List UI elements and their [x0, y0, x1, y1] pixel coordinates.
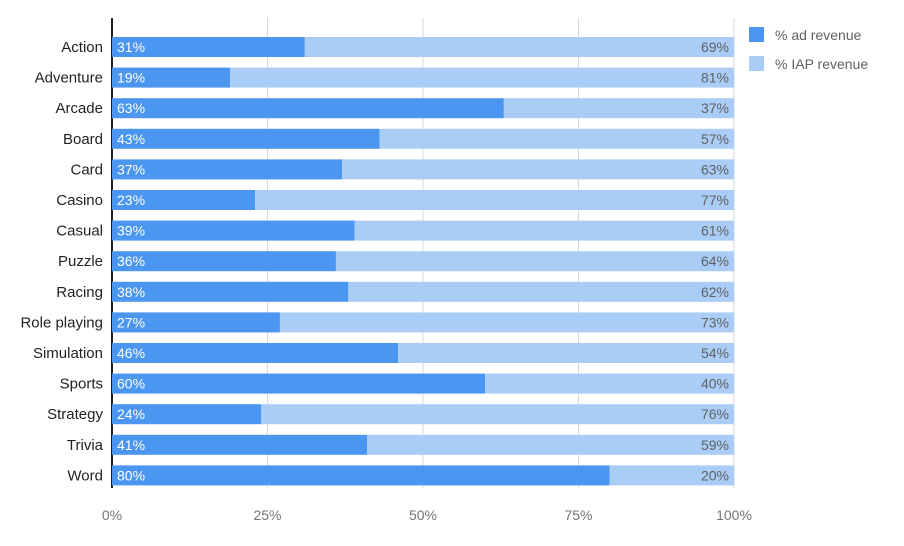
data-label-iap: 37% — [701, 100, 729, 116]
legend-label-iap: % IAP revenue — [775, 56, 868, 72]
data-label-ad: 39% — [117, 223, 145, 239]
data-label-iap: 76% — [701, 406, 729, 422]
bar-iap-revenue — [255, 190, 734, 210]
data-label-iap: 81% — [701, 70, 729, 86]
bars — [112, 37, 734, 486]
data-label-iap: 57% — [701, 131, 729, 147]
data-label-iap: 64% — [701, 253, 729, 269]
category-label: Casual — [56, 223, 103, 240]
bar-iap-revenue — [342, 159, 734, 180]
data-label-ad: 46% — [117, 345, 145, 361]
bar-ad-revenue — [112, 220, 355, 241]
bar-ad-revenue — [112, 98, 504, 119]
bar-iap-revenue — [335, 251, 734, 272]
data-label-ad: 63% — [117, 100, 145, 116]
data-label-iap: 77% — [701, 192, 729, 208]
bar-ad-revenue — [112, 251, 336, 272]
data-label-ad: 37% — [117, 161, 145, 177]
category-label: Role playing — [20, 314, 103, 331]
category-label: Word — [67, 467, 103, 484]
category-label: Simulation — [33, 345, 103, 362]
data-label-iap: 69% — [701, 39, 729, 55]
bar-ad-revenue — [112, 281, 349, 302]
legend-swatch-iap — [749, 56, 764, 71]
x-tick-label: 100% — [716, 507, 752, 523]
data-label-iap: 62% — [701, 284, 729, 300]
data-label-ad: 23% — [117, 192, 145, 208]
bar-iap-revenue — [398, 343, 734, 363]
bar-ad-revenue — [112, 159, 343, 180]
bar-ad-revenue — [112, 343, 399, 363]
category-label: Board — [63, 131, 103, 148]
bar-ad-revenue — [112, 190, 256, 210]
data-label-iap: 40% — [701, 376, 729, 392]
data-label-iap: 20% — [701, 467, 729, 483]
legend: % ad revenue % IAP revenue — [749, 27, 868, 72]
category-label: Sports — [60, 376, 103, 393]
bar-iap-revenue — [379, 128, 734, 149]
data-label-iap: 54% — [701, 345, 729, 361]
data-label-ad: 31% — [117, 39, 145, 55]
bar-iap-revenue — [609, 465, 734, 486]
category-label: Casino — [56, 192, 103, 209]
bar-ad-revenue — [112, 465, 610, 486]
data-label-iap: 73% — [701, 314, 729, 330]
category-label: Puzzle — [58, 253, 103, 270]
data-label-ad: 43% — [117, 131, 145, 147]
bar-iap-revenue — [230, 67, 734, 88]
data-label-ad: 80% — [117, 467, 145, 483]
data-label-ad: 60% — [117, 376, 145, 392]
x-tick-label: 50% — [409, 507, 437, 523]
data-label-ad: 38% — [117, 284, 145, 300]
bar-ad-revenue — [112, 404, 262, 425]
bar-ad-revenue — [112, 37, 305, 57]
category-label: Trivia — [67, 437, 104, 454]
bar-iap-revenue — [485, 373, 734, 394]
category-label: Strategy — [47, 406, 103, 423]
bar-iap-revenue — [354, 220, 734, 241]
bar-ad-revenue — [112, 128, 380, 149]
x-tick-label: 75% — [564, 507, 592, 523]
data-label-ad: 19% — [117, 70, 145, 86]
category-label: Card — [70, 161, 103, 178]
data-label-ad: 24% — [117, 406, 145, 422]
bar-iap-revenue — [304, 37, 734, 57]
data-label-iap: 63% — [701, 161, 729, 177]
bar-ad-revenue — [112, 373, 486, 394]
bar-ad-revenue — [112, 312, 280, 333]
data-label-iap: 61% — [701, 223, 729, 239]
x-tick-label: 25% — [253, 507, 281, 523]
data-label-ad: 36% — [117, 253, 145, 269]
bar-iap-revenue — [261, 404, 734, 425]
labels: 0% 25% 50% 75% 100% Action 31% 69% Adventure 19% 8… — [20, 39, 751, 523]
data-label-iap: 59% — [701, 437, 729, 453]
category-label: Adventure — [35, 70, 103, 87]
data-label-ad: 41% — [117, 437, 145, 453]
category-label: Racing — [56, 284, 103, 301]
bar-iap-revenue — [348, 281, 734, 302]
data-label-ad: 27% — [117, 314, 145, 330]
bar-iap-revenue — [279, 312, 734, 333]
category-label: Arcade — [55, 100, 103, 117]
bar-ad-revenue — [112, 67, 231, 88]
category-label: Action — [61, 39, 103, 56]
bar-iap-revenue — [367, 434, 734, 455]
legend-swatch-ad — [749, 27, 764, 42]
x-tick-label: 0% — [102, 507, 122, 523]
bar-iap-revenue — [503, 98, 734, 119]
bar-ad-revenue — [112, 434, 368, 455]
legend-label-ad: % ad revenue — [775, 27, 862, 43]
